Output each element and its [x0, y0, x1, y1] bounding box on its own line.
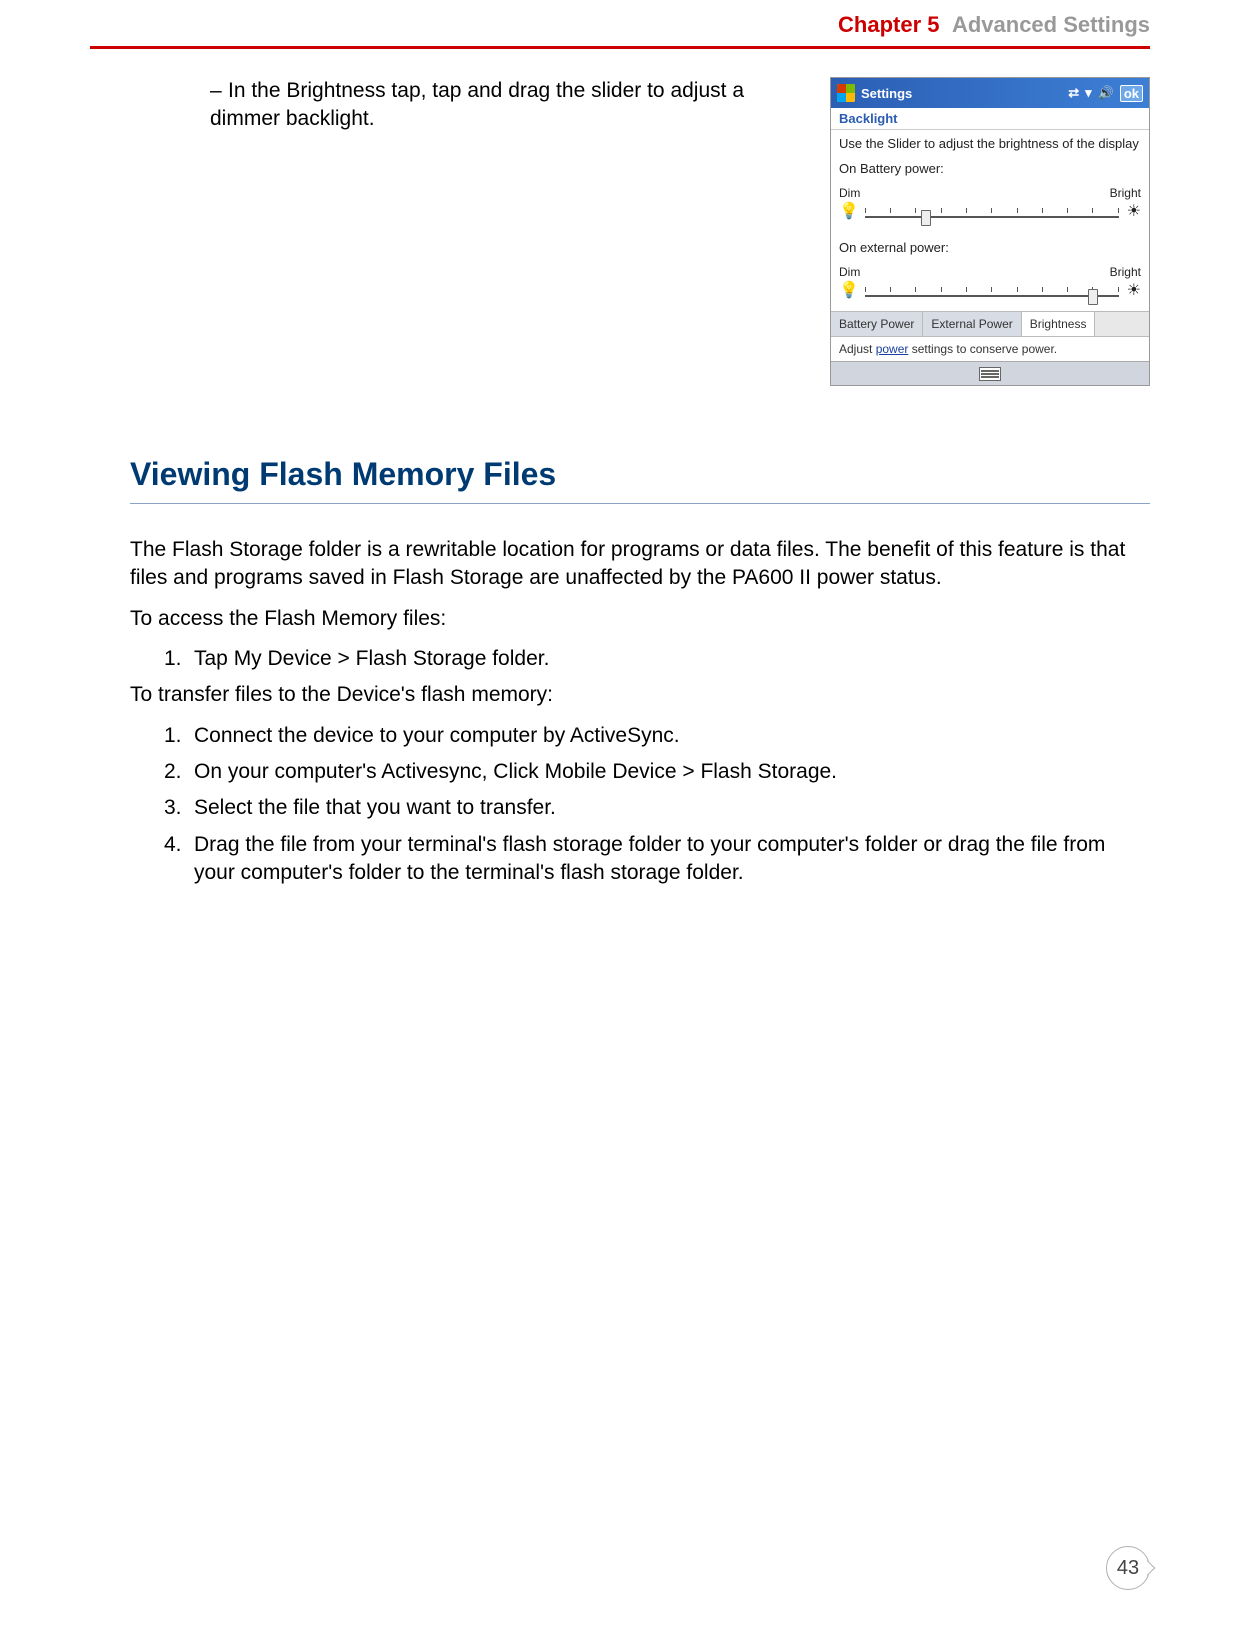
dim-bulb-icon: 💡 — [839, 204, 859, 220]
ok-button[interactable]: ok — [1120, 85, 1143, 102]
battery-slider-track[interactable] — [865, 202, 1119, 222]
list-text: Tap My Device > Flash Storage folder. — [194, 645, 549, 673]
signal-icon: ▾ — [1085, 85, 1092, 101]
list-item: 1.Connect the device to your computer by… — [164, 722, 1150, 750]
bright-bulb-icon: ☀ — [1127, 204, 1141, 220]
list-item: 3.Select the file that you want to trans… — [164, 794, 1150, 822]
dash-bullet: – — [210, 77, 228, 105]
header-rule — [90, 46, 1150, 49]
chapter-title: Advanced Settings — [952, 12, 1150, 37]
list-number: 1. — [164, 722, 194, 750]
external-slider[interactable]: 💡 ☀ — [839, 281, 1141, 301]
bright-label-2: Bright — [1110, 265, 1141, 279]
page-header: Chapter 5 Advanced Settings — [90, 0, 1150, 44]
dim-label: Dim — [839, 186, 860, 200]
list-2: 1.Connect the device to your computer by… — [130, 722, 1150, 888]
page-number: 43 — [1106, 1546, 1150, 1590]
tab-brightness[interactable]: Brightness — [1022, 312, 1096, 336]
para-1: The Flash Storage folder is a rewritable… — [130, 536, 1150, 593]
footer-pre: Adjust — [839, 342, 876, 356]
list-number: 3. — [164, 794, 194, 822]
external-slider-thumb[interactable] — [1088, 289, 1098, 305]
list-number: 4. — [164, 831, 194, 888]
battery-slider-row: Dim Bright — [839, 186, 1141, 200]
dim-bulb-icon-2: 💡 — [839, 283, 859, 299]
power-link[interactable]: power — [876, 342, 909, 356]
para-2: To access the Flash Memory files: — [130, 605, 1150, 633]
list-item: 4.Drag the file from your terminal's fla… — [164, 831, 1150, 888]
list-text: Select the file that you want to transfe… — [194, 794, 556, 822]
screenshot-bottombar — [831, 361, 1149, 385]
bullet-text: –In the Brightness tap, tap and drag the… — [210, 77, 830, 386]
screenshot-instruction: Use the Slider to adjust the brightness … — [839, 136, 1141, 151]
list-item: 2.On your computer's Activesync, Click M… — [164, 758, 1150, 786]
external-power-label: On external power: — [839, 240, 1141, 255]
bullet-body: In the Brightness tap, tap and drag the … — [210, 79, 744, 130]
list-number: 2. — [164, 758, 194, 786]
list-1: 1.Tap My Device > Flash Storage folder. — [130, 645, 1150, 673]
battery-track-line — [865, 216, 1119, 218]
titlebar-icons: ⇄ ▾ 🔊 ok — [1068, 85, 1143, 102]
screenshot-footer: Adjust power settings to conserve power. — [831, 337, 1149, 361]
screenshot-tabs: Battery Power External Power Brightness — [831, 311, 1149, 337]
battery-power-label: On Battery power: — [839, 161, 1141, 176]
section-heading: Viewing Flash Memory Files — [90, 456, 1150, 493]
start-icon — [837, 84, 855, 102]
keyboard-icon[interactable] — [979, 367, 1001, 381]
content-row: –In the Brightness tap, tap and drag the… — [90, 77, 1150, 386]
screenshot-titlebar: Settings ⇄ ▾ 🔊 ok — [831, 78, 1149, 108]
connectivity-icon: ⇄ — [1068, 85, 1079, 101]
list-number: 1. — [164, 645, 194, 673]
tab-battery-power[interactable]: Battery Power — [831, 312, 923, 336]
list-text: On your computer's Activesync, Click Mob… — [194, 758, 837, 786]
battery-slider-thumb[interactable] — [921, 210, 931, 226]
section-underline — [130, 503, 1150, 504]
device-screenshot: Settings ⇄ ▾ 🔊 ok Backlight Use the Slid… — [830, 77, 1150, 386]
external-slider-row: Dim Bright — [839, 265, 1141, 279]
para-3: To transfer files to the Device's flash … — [130, 681, 1150, 709]
tab-external-power[interactable]: External Power — [923, 312, 1021, 336]
screenshot-title: Settings — [861, 86, 1068, 101]
list-text: Drag the file from your terminal's flash… — [194, 831, 1150, 888]
chapter-label: Chapter 5 — [838, 12, 939, 37]
screenshot-subhead: Backlight — [831, 108, 1149, 130]
volume-icon: 🔊 — [1098, 85, 1114, 101]
external-track-line — [865, 295, 1119, 297]
list-item: 1.Tap My Device > Flash Storage folder. — [164, 645, 1150, 673]
battery-slider[interactable]: 💡 ☀ — [839, 202, 1141, 222]
dim-label-2: Dim — [839, 265, 860, 279]
section-body: The Flash Storage folder is a rewritable… — [90, 536, 1150, 887]
bright-bulb-icon-2: ☀ — [1127, 283, 1141, 299]
external-slider-track[interactable] — [865, 281, 1119, 301]
list-text: Connect the device to your computer by A… — [194, 722, 680, 750]
external-ticks — [865, 287, 1119, 292]
screenshot-body: Use the Slider to adjust the brightness … — [831, 130, 1149, 311]
footer-post: settings to conserve power. — [908, 342, 1057, 356]
battery-ticks — [865, 208, 1119, 213]
bright-label: Bright — [1110, 186, 1141, 200]
